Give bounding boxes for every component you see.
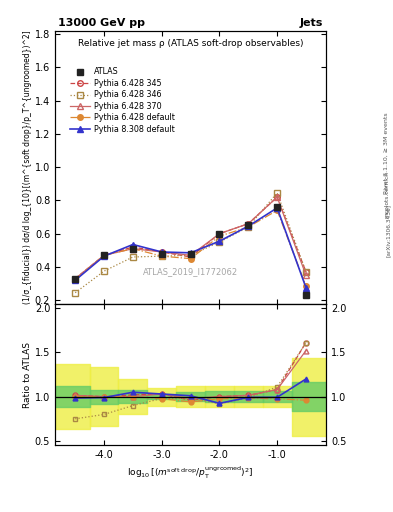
Pythia 6.428 345 (73, 275, 77, 282)
Pythia 6.428 345 (102, 252, 107, 259)
Pythia 8.308 default (73, 277, 77, 283)
Text: [arXiv:1306.3436]: [arXiv:1306.3436] (386, 204, 391, 257)
Pythia 6.428 default (130, 246, 135, 252)
ATLAS (188, 250, 193, 257)
Pythia 6.428 370 (304, 272, 309, 279)
ATLAS (246, 222, 251, 228)
Pythia 6.428 345 (160, 249, 164, 255)
Pythia 6.428 default (304, 283, 309, 289)
Pythia 6.428 346 (188, 252, 193, 259)
ATLAS (130, 246, 135, 252)
Pythia 6.428 346 (73, 290, 77, 296)
Text: ATLAS_2019_I1772062: ATLAS_2019_I1772062 (143, 267, 238, 276)
ATLAS (102, 252, 107, 259)
Pythia 6.428 370 (73, 275, 77, 282)
Text: 13000 GeV pp: 13000 GeV pp (58, 18, 145, 28)
ATLAS (275, 204, 279, 210)
Pythia 8.308 default (130, 242, 135, 248)
Pythia 6.428 346 (217, 239, 222, 245)
Pythia 8.308 default (246, 223, 251, 229)
Pythia 8.308 default (102, 253, 107, 259)
Pythia 6.428 370 (102, 252, 107, 259)
Pythia 6.428 345 (246, 221, 251, 227)
Pythia 6.428 346 (304, 269, 309, 275)
Line: Pythia 6.428 default: Pythia 6.428 default (72, 208, 309, 289)
Pythia 6.428 default (102, 252, 107, 259)
Line: Pythia 8.308 default: Pythia 8.308 default (72, 205, 309, 290)
Legend: ATLAS, Pythia 6.428 345, Pythia 6.428 346, Pythia 6.428 370, Pythia 6.428 defaul: ATLAS, Pythia 6.428 345, Pythia 6.428 34… (70, 68, 175, 134)
Line: Pythia 6.428 346: Pythia 6.428 346 (72, 190, 309, 295)
Text: Rivet 3.1.10, ≥ 3M events: Rivet 3.1.10, ≥ 3M events (384, 113, 389, 195)
Line: Pythia 6.428 345: Pythia 6.428 345 (72, 195, 309, 282)
Pythia 6.428 default (217, 233, 222, 239)
ATLAS (304, 292, 309, 298)
Pythia 6.428 346 (275, 190, 279, 196)
Text: Relative jet mass ρ (ATLAS soft-drop observables): Relative jet mass ρ (ATLAS soft-drop obs… (78, 39, 303, 48)
Pythia 6.428 345 (275, 194, 279, 200)
Pythia 6.428 370 (160, 249, 164, 255)
ATLAS (217, 230, 222, 237)
X-axis label: $\log_{10}[(m^{\rm soft\ drop}/p_{\rm T}^{\rm ungroomed})^2]$: $\log_{10}[(m^{\rm soft\ drop}/p_{\rm T}… (127, 464, 254, 481)
Pythia 8.308 default (188, 250, 193, 256)
Pythia 8.308 default (304, 285, 309, 291)
Pythia 6.428 346 (102, 268, 107, 274)
Y-axis label: (1/σ_{fiducial}) dσ/d log_{10}[(m^{soft drop}/p_T^{ungroomed})^2]: (1/σ_{fiducial}) dσ/d log_{10}[(m^{soft … (23, 30, 32, 304)
Pythia 6.428 345 (130, 244, 135, 250)
Line: Pythia 6.428 370: Pythia 6.428 370 (72, 195, 309, 282)
Pythia 8.308 default (217, 238, 222, 244)
Pythia 6.428 346 (246, 224, 251, 230)
Pythia 8.308 default (275, 205, 279, 211)
Pythia 6.428 370 (246, 221, 251, 227)
ATLAS (160, 251, 164, 258)
Pythia 6.428 default (275, 207, 279, 214)
Pythia 8.308 default (160, 249, 164, 255)
Pythia 6.428 345 (217, 230, 222, 237)
Text: Jets: Jets (300, 18, 323, 28)
Pythia 6.428 default (73, 276, 77, 283)
Text: mcplots.cern.ch: mcplots.cern.ch (384, 171, 389, 218)
Pythia 6.428 default (160, 253, 164, 259)
Pythia 6.428 346 (160, 253, 164, 259)
Pythia 6.428 346 (130, 254, 135, 260)
Pythia 6.428 345 (188, 254, 193, 260)
Pythia 6.428 370 (217, 230, 222, 237)
Pythia 6.428 default (246, 224, 251, 230)
Pythia 6.428 default (188, 255, 193, 262)
Pythia 6.428 370 (130, 246, 135, 252)
ATLAS (73, 276, 77, 283)
Pythia 6.428 345 (304, 269, 309, 275)
Y-axis label: Ratio to ATLAS: Ratio to ATLAS (23, 342, 32, 408)
Pythia 6.428 370 (275, 194, 279, 200)
Pythia 6.428 370 (188, 252, 193, 259)
Line: ATLAS: ATLAS (72, 204, 309, 298)
